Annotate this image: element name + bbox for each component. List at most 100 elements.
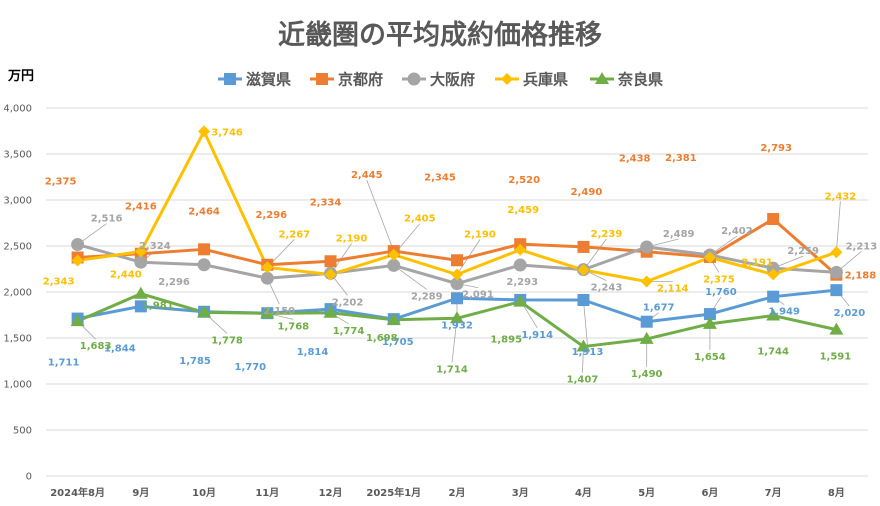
data-label: 2,381	[665, 153, 697, 164]
data-label: 1,895	[490, 335, 522, 346]
data-label: 2,296	[255, 210, 287, 221]
data-point	[640, 240, 654, 254]
x-tick-label: 5月	[638, 487, 655, 499]
data-label: 2,334	[310, 197, 342, 208]
data-point	[450, 277, 464, 291]
data-point	[829, 322, 844, 335]
data-label: 1,914	[521, 330, 553, 341]
y-axis-ticks: 0 500 1,000 1,500 2,000 2,500 3,000 3,500 4,000	[3, 104, 32, 483]
data-label: 1,490	[631, 369, 663, 380]
data-point	[577, 240, 590, 253]
data-label: 2,793	[760, 143, 792, 154]
gridlines	[46, 107, 868, 477]
x-tick-label: 7月	[765, 487, 782, 499]
data-label: 2,114	[657, 284, 689, 295]
data-label: 2,445	[351, 170, 383, 181]
data-point	[513, 258, 527, 272]
leader-line	[835, 201, 841, 253]
data-label: 1,744	[757, 347, 789, 358]
data-point	[703, 308, 716, 321]
legend-marker	[501, 73, 513, 85]
data-point	[640, 275, 653, 288]
data-point	[134, 300, 147, 313]
x-tick-label: 9月	[132, 487, 149, 499]
data-label: 2,190	[336, 234, 368, 245]
data-point	[829, 265, 843, 279]
data-label: 1,711	[48, 358, 80, 369]
legend-marker	[224, 73, 236, 85]
data-label: 2,402	[721, 226, 753, 237]
data-point	[260, 271, 274, 285]
data-label: 2,267	[278, 229, 310, 240]
data-label: 2,289	[411, 291, 443, 302]
data-point	[324, 268, 337, 281]
legend-marker	[595, 72, 609, 84]
data-point	[767, 290, 780, 303]
data-point	[134, 245, 147, 258]
data-label: 1,698	[366, 333, 398, 344]
data-label: 1,778	[211, 335, 243, 346]
data-label: 2,091	[462, 290, 494, 301]
data-label: 2,202	[332, 297, 364, 308]
data-label: 2,150	[263, 306, 295, 317]
data-label: 2,190	[464, 230, 496, 241]
y-tick-label: 1,500	[3, 334, 32, 345]
data-point	[71, 254, 84, 267]
data-point	[703, 251, 716, 264]
data-point	[134, 255, 148, 269]
legend-label: 大阪府	[430, 71, 475, 89]
x-tick-label: 2025年1月	[366, 486, 421, 499]
legend-label: 京都府	[338, 71, 383, 89]
x-tick-label: 8月	[828, 487, 845, 499]
data-point	[767, 268, 780, 281]
data-point	[577, 294, 590, 307]
data-point	[197, 305, 212, 318]
y-tick-label: 2,500	[3, 242, 32, 253]
leader-line	[366, 179, 395, 252]
data-point	[450, 311, 464, 324]
data-label: 2,432	[825, 191, 857, 202]
x-tick-label: 4月	[575, 487, 592, 499]
data-point	[577, 264, 590, 277]
data-label: 1,814	[297, 347, 329, 358]
x-axis-ticks: 2024年8月 9月 10月 11月 12月 2025年1月 2月 3月 4月 5月 6月 7月 8月	[50, 486, 845, 499]
data-label: 2,213	[846, 241, 878, 252]
y-tick-label: 2,000	[3, 288, 32, 299]
legend-label: 奈良県	[617, 71, 663, 89]
data-label: 1,714	[436, 364, 468, 375]
data-label: 2,239	[591, 229, 623, 240]
data-point	[702, 316, 717, 329]
x-tick-label: 2024年8月	[50, 486, 105, 499]
data-labels: 1,711 1,844 1,785 1,770 1,814 1,705 1,932 1,914…	[43, 127, 877, 385]
data-label: 1,770	[234, 362, 266, 373]
data-point	[261, 261, 274, 274]
data-label: 1,760	[705, 287, 737, 298]
data-label: 1,654	[694, 352, 726, 363]
label-leader-lines	[77, 179, 862, 373]
y-tick-label: 3,500	[3, 150, 32, 161]
data-label: 1,913	[572, 347, 604, 358]
y-tick-label: 1,000	[3, 380, 32, 391]
data-label: 2,490	[571, 187, 603, 198]
data-point	[198, 243, 211, 256]
data-point	[198, 125, 211, 138]
data-point	[640, 315, 653, 328]
x-tick-label: 3月	[512, 487, 529, 499]
legend-marker	[407, 72, 421, 86]
y-tick-label: 4,000	[3, 104, 32, 115]
data-label: 2,191	[741, 257, 773, 268]
data-label: 2,020	[834, 308, 866, 319]
data-label: 1,932	[441, 320, 473, 331]
data-point	[387, 248, 400, 261]
data-label: 2,438	[619, 154, 651, 165]
data-point	[324, 255, 337, 268]
data-point	[323, 305, 338, 318]
x-tick-label: 6月	[701, 487, 718, 499]
data-point	[197, 258, 211, 272]
data-label: 1,591	[820, 352, 852, 363]
legend: 滋賀県 京都府 大阪府 兵庫県 奈良県	[218, 71, 663, 89]
data-label: 2,188	[845, 271, 877, 282]
data-label: 2,440	[110, 270, 142, 281]
data-label: 2,296	[158, 277, 190, 288]
